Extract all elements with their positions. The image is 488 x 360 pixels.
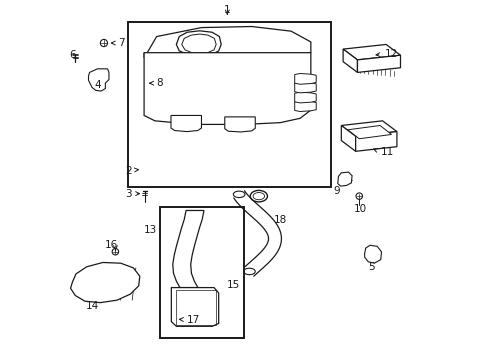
Polygon shape xyxy=(294,73,316,84)
Text: 5: 5 xyxy=(368,262,374,272)
Ellipse shape xyxy=(139,80,145,87)
Polygon shape xyxy=(294,82,316,93)
Ellipse shape xyxy=(168,316,175,322)
Polygon shape xyxy=(294,92,316,103)
Ellipse shape xyxy=(138,165,146,173)
Polygon shape xyxy=(347,126,391,139)
Text: 4: 4 xyxy=(94,80,101,90)
Polygon shape xyxy=(144,53,310,125)
Polygon shape xyxy=(182,34,216,53)
Text: 11: 11 xyxy=(380,147,393,157)
Polygon shape xyxy=(88,69,109,91)
Text: 9: 9 xyxy=(333,186,339,196)
Polygon shape xyxy=(355,132,396,151)
Polygon shape xyxy=(364,245,381,263)
Polygon shape xyxy=(341,126,355,151)
Text: 2: 2 xyxy=(124,166,131,176)
Polygon shape xyxy=(70,262,140,303)
Text: 14: 14 xyxy=(85,301,99,311)
Ellipse shape xyxy=(112,248,119,255)
Text: 17: 17 xyxy=(186,315,199,325)
Text: 10: 10 xyxy=(353,204,366,215)
Polygon shape xyxy=(337,172,351,186)
Ellipse shape xyxy=(100,40,107,46)
Ellipse shape xyxy=(233,191,244,198)
Text: 16: 16 xyxy=(104,240,118,250)
Polygon shape xyxy=(172,211,203,288)
Ellipse shape xyxy=(171,109,202,122)
Text: 1: 1 xyxy=(224,5,230,15)
Polygon shape xyxy=(171,116,201,132)
Ellipse shape xyxy=(224,111,255,123)
Polygon shape xyxy=(343,49,357,72)
Polygon shape xyxy=(357,55,400,72)
Ellipse shape xyxy=(250,190,267,202)
Bar xyxy=(128,22,330,187)
Text: 7: 7 xyxy=(118,38,124,48)
Ellipse shape xyxy=(243,268,255,275)
Text: 15: 15 xyxy=(226,280,239,290)
Bar xyxy=(160,207,244,338)
Polygon shape xyxy=(294,101,316,112)
Polygon shape xyxy=(341,121,396,136)
Text: 6: 6 xyxy=(69,50,75,60)
Text: 12: 12 xyxy=(384,49,397,59)
Ellipse shape xyxy=(355,193,362,199)
Text: 8: 8 xyxy=(156,78,163,88)
Polygon shape xyxy=(343,44,400,60)
Bar xyxy=(175,291,215,324)
Polygon shape xyxy=(224,117,255,132)
Text: 3: 3 xyxy=(124,189,131,199)
Text: 18: 18 xyxy=(273,215,286,225)
Polygon shape xyxy=(176,31,221,55)
Text: 13: 13 xyxy=(143,225,156,235)
Polygon shape xyxy=(144,27,310,62)
Polygon shape xyxy=(171,288,218,326)
